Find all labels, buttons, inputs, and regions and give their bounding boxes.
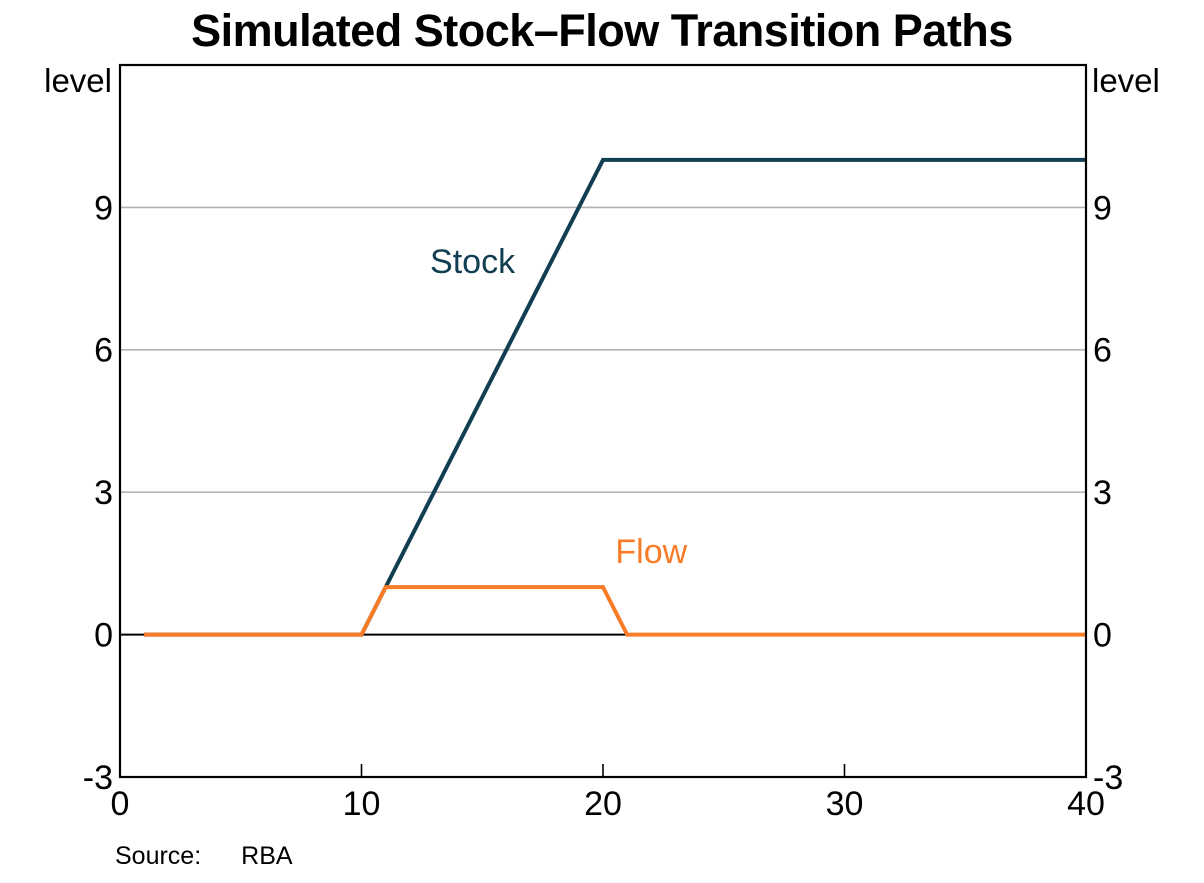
y-tick-label-right-0: 0 (1093, 617, 1112, 655)
y-tick-label-right--3: -3 (1093, 759, 1123, 797)
right-axis-unit-label: level (1092, 62, 1160, 99)
source-label: Source: (115, 842, 202, 870)
y-tick-label-right-3: 3 (1093, 474, 1112, 512)
y-tick-label-left-6: 6 (94, 332, 113, 370)
x-tick-label-30: 30 (826, 785, 864, 823)
flow-line (144, 585, 1086, 637)
source-value: RBA (241, 842, 293, 870)
x-tick-label-40: 40 (1067, 785, 1105, 823)
x-tick-label-0: 0 (111, 785, 130, 823)
y-tick-label-left-0: 0 (94, 617, 113, 655)
flow-series-label: Flow (615, 533, 688, 571)
y-tick-label-left-3: 3 (94, 474, 113, 512)
y-tick-label-right-9: 9 (1093, 189, 1112, 227)
left-axis-unit-label: level (44, 62, 112, 99)
x-tick-label-20: 20 (584, 785, 622, 823)
source-note: Source: RBA (115, 842, 293, 871)
stock-series-label: Stock (430, 242, 516, 281)
y-tick-label-right-6: 6 (1093, 332, 1112, 370)
chart-title: Simulated Stock–Flow Transition Paths (191, 5, 1013, 56)
plot-border (118, 63, 1088, 779)
y-tick-label-left--3: -3 (83, 759, 113, 797)
x-tick-label-10: 10 (343, 785, 381, 823)
y-tick-label-left-9: 9 (94, 189, 113, 227)
